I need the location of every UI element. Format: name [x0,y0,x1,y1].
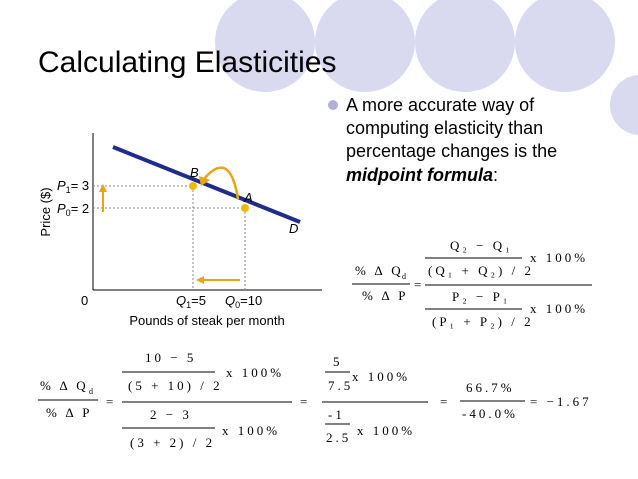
formula-text: -40.0% [462,406,518,421]
formula-text: d [402,272,409,281]
text: midpoint formula [346,165,493,185]
x-axis-label: Pounds of steak per month [129,313,284,328]
bullet-line: percentage changes is the [346,141,557,161]
bullet-line: A more accurate way of [346,95,535,115]
formula-text: d [89,387,96,396]
formula-text: = −1.67 [530,394,592,409]
calculation: % Δ Q d % Δ P = 10 − 5 (5 + 10) / 2 x 10… [38,350,592,450]
bullet-line: midpoint formula: [346,165,498,185]
formula-text: (5 + 10) / 2 [128,378,223,393]
point-b [189,182,197,190]
label-a: A [243,190,253,205]
formula-text: 7.5 [328,378,353,393]
arrow [202,166,240,200]
formula-text: -1 [328,407,345,422]
text: =5 [191,293,206,308]
text: 0 [66,208,71,218]
text: 1 [186,300,191,310]
formula-text: = [440,394,450,409]
text: =10 [240,293,262,308]
formula-text: = [106,394,116,409]
formula-text: (P₁ + P₂) / 2 [432,314,534,329]
formula-text: P₂ − P₁ [452,289,510,304]
formula-text: x 100% [530,301,588,316]
p0-label: P0= 2 [57,201,89,218]
formula-text: 2 − 3 [150,407,192,422]
formula-text: (3 + 2) / 2 [130,435,215,450]
graph: B A D Price ($) Pounds of steak per mont… [38,133,322,328]
bullet-dot [328,100,338,110]
text: 1 [66,185,71,195]
q0-label: Q0=10 [225,293,262,310]
origin: 0 [81,293,88,308]
formula-text: % Δ P [362,288,408,303]
text: = 2 [71,201,89,216]
formula-text: 5 [333,354,343,369]
formula-text: x 100% [357,423,415,438]
text: = 3 [71,178,89,193]
bullet-line: computing elasticity than [346,118,543,138]
text: : [493,165,498,185]
point-a [241,204,249,212]
formula-text: % Δ Q [355,263,404,278]
formula-text: % Δ P [46,405,92,420]
formula: % Δ Q d % Δ P = Q₂ − Q₁ (Q₁ + Q₂) / 2 x … [352,238,592,329]
formula-text: (Q₁ + Q₂) / 2 [428,263,534,278]
text: P [57,178,66,193]
formula-text: = [414,277,424,292]
label-b: B [190,165,199,180]
formula-text: 2.5 [326,430,351,445]
formula-text: x 100% [352,369,410,384]
formula-text: 10 − 5 [145,350,196,365]
decoration [215,0,638,135]
demand-curve [112,145,301,224]
label-d: D [289,221,298,236]
formula-text: = [300,394,310,409]
text: 0 [235,300,240,310]
text: P [57,201,66,216]
p1-label: P1= 3 [57,178,89,195]
formula-text: x 100% [226,365,284,380]
q1-label: Q1=5 [176,293,206,310]
title: Calculating Elasticities [38,46,336,79]
y-axis-label: Price ($) [38,187,53,236]
formula-text: x 100% [222,423,280,438]
formula-text: Q₂ − Q₁ [450,238,513,253]
formula-text: x 100% [530,250,588,265]
formula-text: % Δ Q [40,378,89,393]
formula-text: 66.7% [466,380,515,395]
text: Q [225,293,235,308]
text: Q [176,293,186,308]
